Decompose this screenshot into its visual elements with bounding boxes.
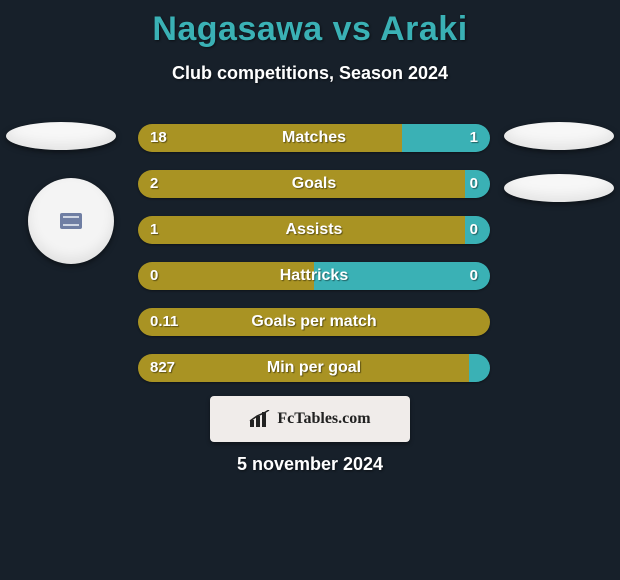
player-left-badge-1 <box>6 122 116 150</box>
bars-icon <box>249 410 271 428</box>
stat-left-segment <box>138 262 314 290</box>
stat-row: Hattricks00 <box>138 262 490 290</box>
source-badge: FcTables.com <box>210 396 410 442</box>
comparison-bars: Matches181 Goals20 Assists10 Hattricks00 Goa… <box>138 124 490 400</box>
stat-left-segment <box>138 124 402 152</box>
player-right-badge-2 <box>504 174 614 202</box>
player-right-badge-1 <box>504 122 614 150</box>
stat-right-segment <box>465 170 490 198</box>
page-subtitle: Club competitions, Season 2024 <box>0 63 620 84</box>
snapshot-date: 5 november 2024 <box>0 454 620 475</box>
stat-right-segment <box>402 124 490 152</box>
stat-row: Assists10 <box>138 216 490 244</box>
stat-left-segment <box>138 308 490 336</box>
player-left-club-badge <box>28 178 114 264</box>
stat-row: Min per goal827 <box>138 354 490 382</box>
stat-row: Goals per match0.11 <box>138 308 490 336</box>
stat-left-segment <box>138 216 465 244</box>
page-title: Nagasawa vs Araki <box>0 0 620 49</box>
stat-left-segment <box>138 354 469 382</box>
source-label: FcTables.com <box>277 410 370 428</box>
stat-right-segment <box>314 262 490 290</box>
stat-left-segment <box>138 170 465 198</box>
club-logo-placeholder-icon <box>60 213 82 229</box>
stat-row: Goals20 <box>138 170 490 198</box>
stat-right-segment <box>469 354 490 382</box>
stat-row: Matches181 <box>138 124 490 152</box>
infographic-card: Nagasawa vs Araki Club competitions, Sea… <box>0 0 620 580</box>
stat-right-segment <box>465 216 490 244</box>
